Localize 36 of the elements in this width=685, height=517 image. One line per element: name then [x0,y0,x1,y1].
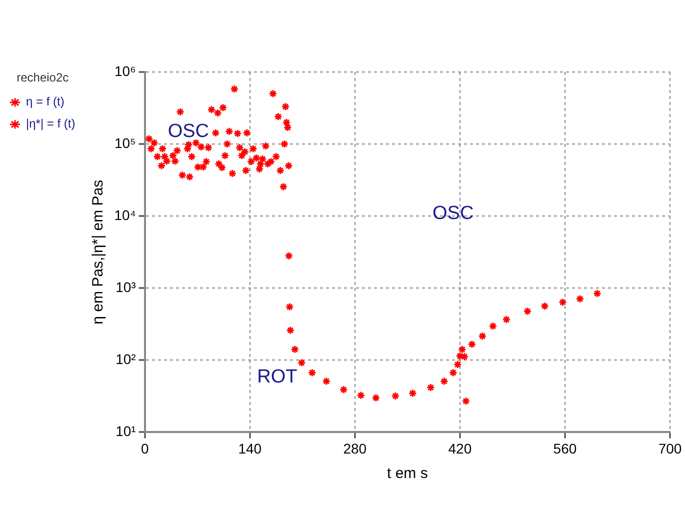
x-tick-label: 560 [553,440,577,456]
y-axis-title: η em Pas,|η*| em Pas [89,180,106,324]
legend-label: |η*| = f (t) [26,116,76,131]
x-tick-label: 280 [343,440,367,456]
annotation: ROT [257,366,298,388]
legend-label: η = f (t) [26,94,64,109]
point [356,391,366,400]
point [290,345,300,354]
point [408,389,417,398]
annotation: OSC [432,202,474,224]
x-tick-label: 700 [658,440,682,456]
x-tick-label: 140 [238,440,262,456]
point [284,252,294,260]
y-tick-label: 10² [116,351,136,368]
y-tick-label: 10³ [116,278,136,295]
x-axis-title: t em s [386,465,428,482]
point [322,376,331,386]
point [391,392,400,400]
point [286,326,295,335]
x-tick-label: 420 [448,440,472,456]
x-tick-label: 0 [140,440,149,456]
point [339,385,348,394]
point [448,368,458,377]
y-tick-label: 10⁴ [114,206,136,223]
y-tick-label: 10¹ [116,423,136,440]
point [308,368,316,377]
annotation: OSC [168,121,210,142]
point [285,302,294,312]
point [297,358,306,368]
point [453,360,462,369]
point [426,383,435,392]
point [372,394,380,402]
y-tick-label: 10⁶ [114,62,136,79]
legend-title: recheio2c [16,70,69,84]
point [440,376,448,386]
y-tick-label: 10⁵ [114,134,136,151]
